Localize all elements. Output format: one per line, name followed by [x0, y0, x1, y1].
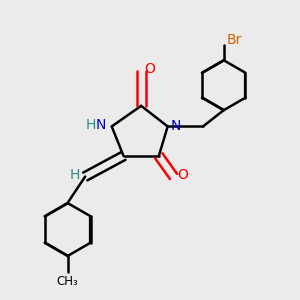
Text: H: H: [85, 118, 96, 132]
Text: Br: Br: [226, 33, 242, 46]
Text: CH₃: CH₃: [57, 274, 78, 287]
Text: H: H: [70, 168, 80, 182]
Text: O: O: [177, 168, 188, 182]
Text: N: N: [95, 118, 106, 132]
Text: O: O: [145, 62, 155, 76]
Text: N: N: [171, 119, 181, 134]
